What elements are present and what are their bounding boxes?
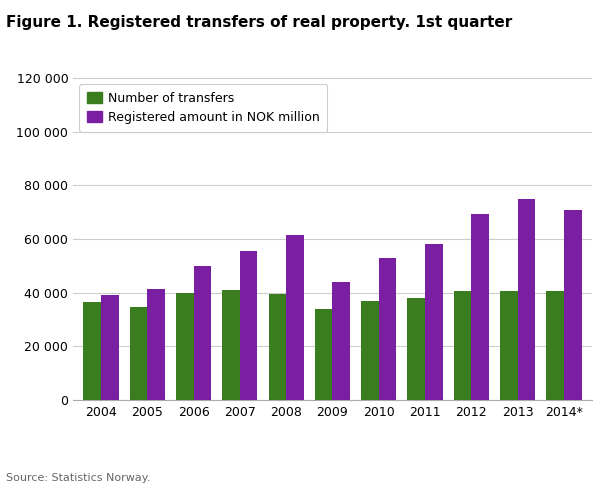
Text: Source: Statistics Norway.: Source: Statistics Norway.	[6, 473, 151, 483]
Bar	[564, 210, 581, 400]
Bar	[130, 307, 147, 400]
Bar	[407, 298, 425, 400]
Bar	[315, 309, 332, 400]
Bar	[547, 291, 564, 400]
Bar	[472, 214, 489, 400]
Bar	[222, 290, 240, 400]
Bar	[147, 289, 165, 400]
Bar	[240, 251, 257, 400]
Text: Figure 1. Registered transfers of real property. 1st quarter: Figure 1. Registered transfers of real p…	[6, 15, 512, 30]
Bar	[84, 302, 101, 400]
Bar	[518, 199, 535, 400]
Bar	[268, 294, 286, 400]
Bar	[500, 291, 518, 400]
Bar	[332, 282, 350, 400]
Bar	[454, 291, 472, 400]
Legend: Number of transfers, Registered amount in NOK million: Number of transfers, Registered amount i…	[79, 84, 328, 132]
Bar	[361, 301, 379, 400]
Bar	[379, 258, 396, 400]
Bar	[425, 244, 443, 400]
Bar	[193, 266, 211, 400]
Bar	[101, 295, 118, 400]
Bar	[286, 235, 304, 400]
Bar	[176, 293, 193, 400]
